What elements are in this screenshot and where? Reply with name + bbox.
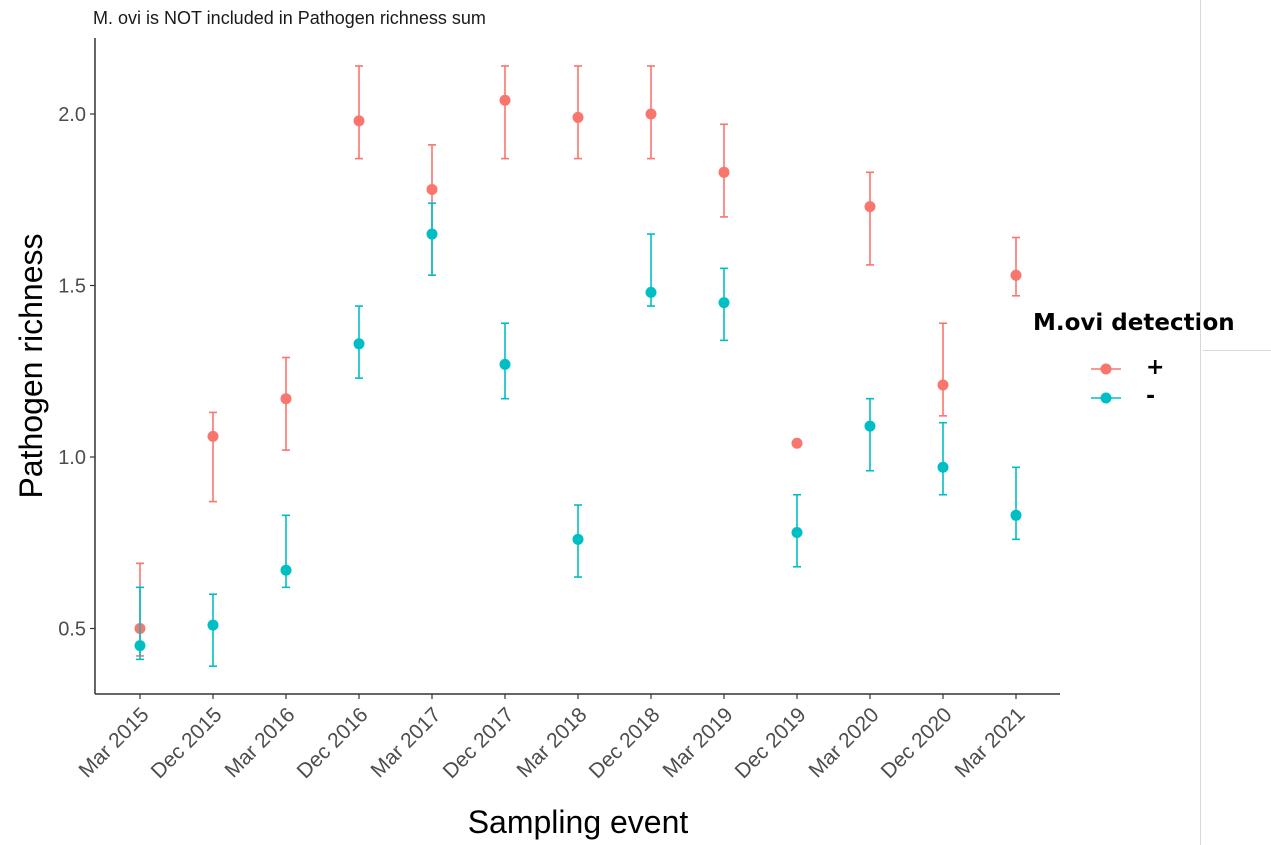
data-point xyxy=(572,111,584,123)
data-point xyxy=(864,420,876,432)
x-tick-label: Mar 2016 xyxy=(221,703,300,782)
data-point xyxy=(937,461,949,473)
x-tick-label: Dec 2017 xyxy=(439,703,519,783)
legend-key-point xyxy=(1100,363,1112,375)
legend-label: + xyxy=(1146,355,1165,380)
data-point xyxy=(134,640,146,652)
x-tick-label: Mar 2017 xyxy=(367,703,446,782)
data-point xyxy=(207,619,219,631)
data-point xyxy=(1010,509,1022,521)
data-point xyxy=(718,166,730,178)
legend-title: M.ovi detection xyxy=(1033,310,1235,336)
data-point xyxy=(645,108,657,120)
x-tick-label: Dec 2015 xyxy=(147,703,227,783)
data-point xyxy=(353,115,365,127)
y-tick-label: 1.5 xyxy=(58,276,86,298)
x-tick-label: Mar 2018 xyxy=(513,703,592,782)
y-tick-label: 2.0 xyxy=(58,104,86,126)
panel-divider xyxy=(1200,0,1201,845)
x-tick-label: Dec 2018 xyxy=(585,703,665,783)
data-point xyxy=(499,94,511,106)
x-tick-label: Dec 2020 xyxy=(877,703,957,783)
data-point xyxy=(937,379,949,391)
data-point xyxy=(718,297,730,309)
x-axis-title: Sampling event xyxy=(468,804,689,840)
data-point xyxy=(645,286,657,298)
x-tick-label: Dec 2019 xyxy=(731,703,811,783)
data-point xyxy=(426,228,438,240)
y-axis-title: Pathogen richness xyxy=(13,233,49,498)
data-point xyxy=(572,533,584,545)
data-point xyxy=(280,564,292,576)
y-tick-label: 1.0 xyxy=(58,447,86,469)
data-point xyxy=(426,183,438,195)
x-tick-label: Mar 2019 xyxy=(659,703,738,782)
data-point xyxy=(1010,269,1022,281)
data-point xyxy=(207,430,219,442)
y-tick-label: 0.5 xyxy=(58,619,86,641)
x-tick-label: Mar 2020 xyxy=(805,703,884,782)
data-point xyxy=(791,526,803,538)
chart-subtitle: M. ovi is NOT included in Pathogen richn… xyxy=(93,8,486,28)
legend-label: - xyxy=(1146,384,1156,409)
legend-key xyxy=(1091,363,1121,375)
x-tick-label: Dec 2016 xyxy=(293,703,373,783)
legend-key-point xyxy=(1100,392,1112,404)
data-point xyxy=(791,437,803,449)
data-point xyxy=(864,201,876,213)
data-point xyxy=(280,393,292,405)
data-point xyxy=(353,338,365,350)
x-tick-label: Mar 2021 xyxy=(951,703,1030,782)
data-point xyxy=(499,358,511,370)
legend-key xyxy=(1091,392,1121,404)
x-tick-label: Mar 2015 xyxy=(75,703,154,782)
panel-divider xyxy=(1203,350,1271,351)
